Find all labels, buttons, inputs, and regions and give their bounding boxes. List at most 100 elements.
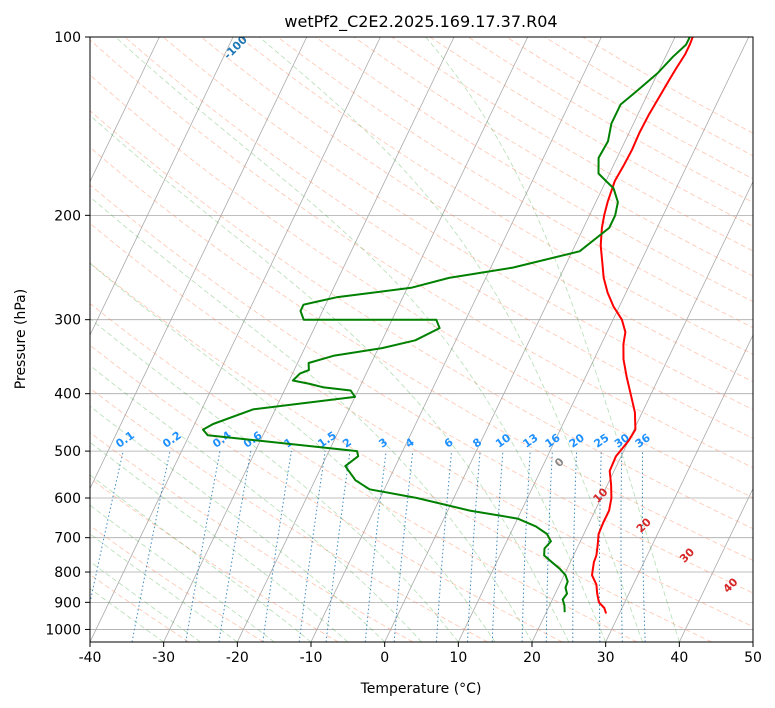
dry-adiabat-line [90,262,712,642]
dry-adiabat-line [90,110,753,530]
temperature-profile-line [591,37,694,614]
isotherm-line [384,37,676,642]
dry-adiabat-line [90,222,753,628]
isotherm-line [310,37,602,642]
isotherm-line [90,37,381,642]
mixing-ratio-label: 3 [376,436,390,451]
mixing-ratio-line [598,451,602,642]
y-tick-label: 200 [54,208,81,224]
y-tick-label: 300 [54,313,81,329]
y-axis: 100 200 300 400 500 600 700 800 900 1000 [45,30,90,638]
moist-adiabat-line [90,114,570,642]
isotherm-line [163,37,455,642]
mixing-ratio-label: 6 [442,435,456,450]
x-tick-label: -10 [300,650,323,666]
moist-adiabat-line [90,504,275,642]
x-axis-label: Temperature (°C) [360,681,482,697]
dry-adiabat-line [200,37,753,383]
moist-adiabat-line [90,196,533,642]
moist-adiabat-line [90,405,385,642]
mixing-ratio-line [185,451,221,642]
moist-adiabat-line [90,474,312,642]
mixing-ratio-label: 25 [592,431,612,450]
mixing-ratio-label: 13 [520,431,540,450]
mixing-ratio-line [218,451,252,642]
isotherm-line [90,37,234,336]
mixing-ratio-line [131,451,171,642]
isotherm-label: -90 [192,0,215,17]
dry-adiabat-line [506,37,753,180]
mixing-ratio-label: 36 [633,431,653,451]
mixing-ratio-label: 20 [567,431,587,451]
isotherm-label: 20 [634,515,654,535]
mixing-ratio-label: 4 [403,435,417,450]
mixing-ratio-line [325,451,351,642]
dry-adiabat-line [90,344,563,642]
x-tick-label: 50 [744,650,762,666]
chart-title: wetPf2_C2E2.2025.169.17.37.R04 [284,12,557,32]
y-tick-label: 900 [54,595,81,611]
dry-adiabat-line [277,37,753,329]
x-tick-label: 40 [670,650,688,666]
dewpoint-profile-line [202,37,691,613]
y-tick-label: 500 [54,444,81,460]
y-tick-label: 100 [54,30,81,46]
moist-adiabat-line [259,37,643,642]
plot-frame [89,36,754,643]
dry-adiabat-line [90,184,753,594]
mixing-ratio-line [641,451,646,642]
isotherm-line [90,37,160,183]
dry-adiabat-line [90,573,190,642]
dry-adiabat-line [90,74,753,499]
mixing-ratio-label: 0.2 [160,429,183,451]
mixing-ratio-label: 10 [493,431,513,451]
isotherm-label: 0 [552,455,567,470]
y-tick-label: 800 [54,565,81,581]
line-annotations: 0.1 0.2 0.4 0.6 1 1.5 2 3 4 6 8 10 13 16 20 25 30 36-100-… [113,0,741,596]
y-tick-label: 400 [54,387,81,403]
x-tick-label: 10 [449,650,467,666]
mixing-ratio-line [90,450,124,606]
dry-adiabat-line [162,37,753,411]
y-tick-label: 700 [54,531,81,547]
plot-area: 0.1 0.2 0.4 0.6 1 1.5 2 3 4 6 8 10 13 16 20 25 30 36-100-… [0,0,753,642]
x-tick-label: 20 [523,650,541,666]
isotherm-line [236,37,529,642]
isotherm-label: 40 [721,575,741,595]
dry-adiabat-line [239,37,753,355]
dry-adiabat-line [90,432,414,642]
x-tick-label: -20 [226,650,249,666]
dry-adiabat-line [90,525,264,642]
moist-adiabat-line [90,561,201,642]
mixing-ratio-line [393,451,414,642]
mixing-ratio-label: 16 [543,431,563,451]
y-axis-label: Pressure (hPa) [13,289,29,389]
moist-adiabat-line [115,37,607,642]
mixing-ratio-line [435,451,453,642]
moist-adiabat-line [425,37,680,642]
background-lines [0,37,753,642]
mixing-ratio-line [298,451,326,642]
y-tick-label: 1000 [45,622,81,638]
isotherm-line [457,37,750,642]
mixing-ratio-line [620,451,623,642]
isotherm-line [0,37,12,642]
moist-adiabat-line [90,441,349,642]
isotherm-line [752,641,753,642]
series-group [202,37,694,614]
mixing-ratio-line [572,451,578,642]
isotherm-line [678,487,753,642]
dry-adiabat-line [90,477,339,642]
isotherm-line [531,180,753,642]
mixing-ratio-line [364,451,387,642]
y-tick-label: 600 [54,491,81,507]
dry-adiabat-line [90,302,638,642]
moist-adiabat-line [90,364,422,642]
moist-adiabat-line [90,262,496,642]
x-tick-label: -30 [152,650,175,666]
dry-adiabat-line [467,37,753,203]
x-tick-label: 30 [597,650,615,666]
isotherm-line [90,37,308,490]
dry-adiabat-line [391,37,753,252]
